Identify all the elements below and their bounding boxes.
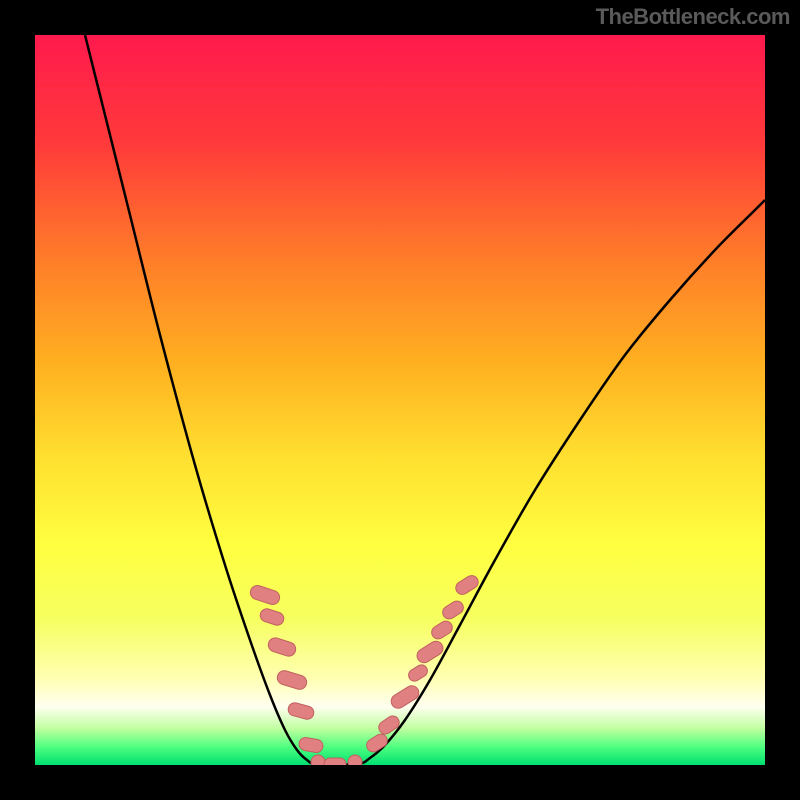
curve-marker — [440, 599, 466, 622]
plot-area — [35, 35, 765, 765]
curve-marker — [287, 701, 315, 720]
curve-marker — [348, 755, 362, 765]
curve-marker — [389, 683, 422, 711]
curve-marker — [259, 607, 286, 627]
curve-markers-group — [249, 573, 481, 765]
curve-marker — [276, 669, 309, 691]
curve-marker — [406, 663, 429, 684]
curve-marker — [249, 584, 282, 607]
curve-marker — [267, 636, 298, 658]
watermark-text: TheBottleneck.com — [596, 4, 790, 30]
curve-marker — [429, 619, 455, 642]
curve-marker — [364, 732, 390, 755]
bottleneck-curve-svg — [35, 35, 765, 765]
curve-marker — [311, 755, 325, 765]
curve-marker — [376, 713, 402, 736]
curve-marker — [324, 758, 346, 765]
curve-marker — [298, 737, 324, 754]
